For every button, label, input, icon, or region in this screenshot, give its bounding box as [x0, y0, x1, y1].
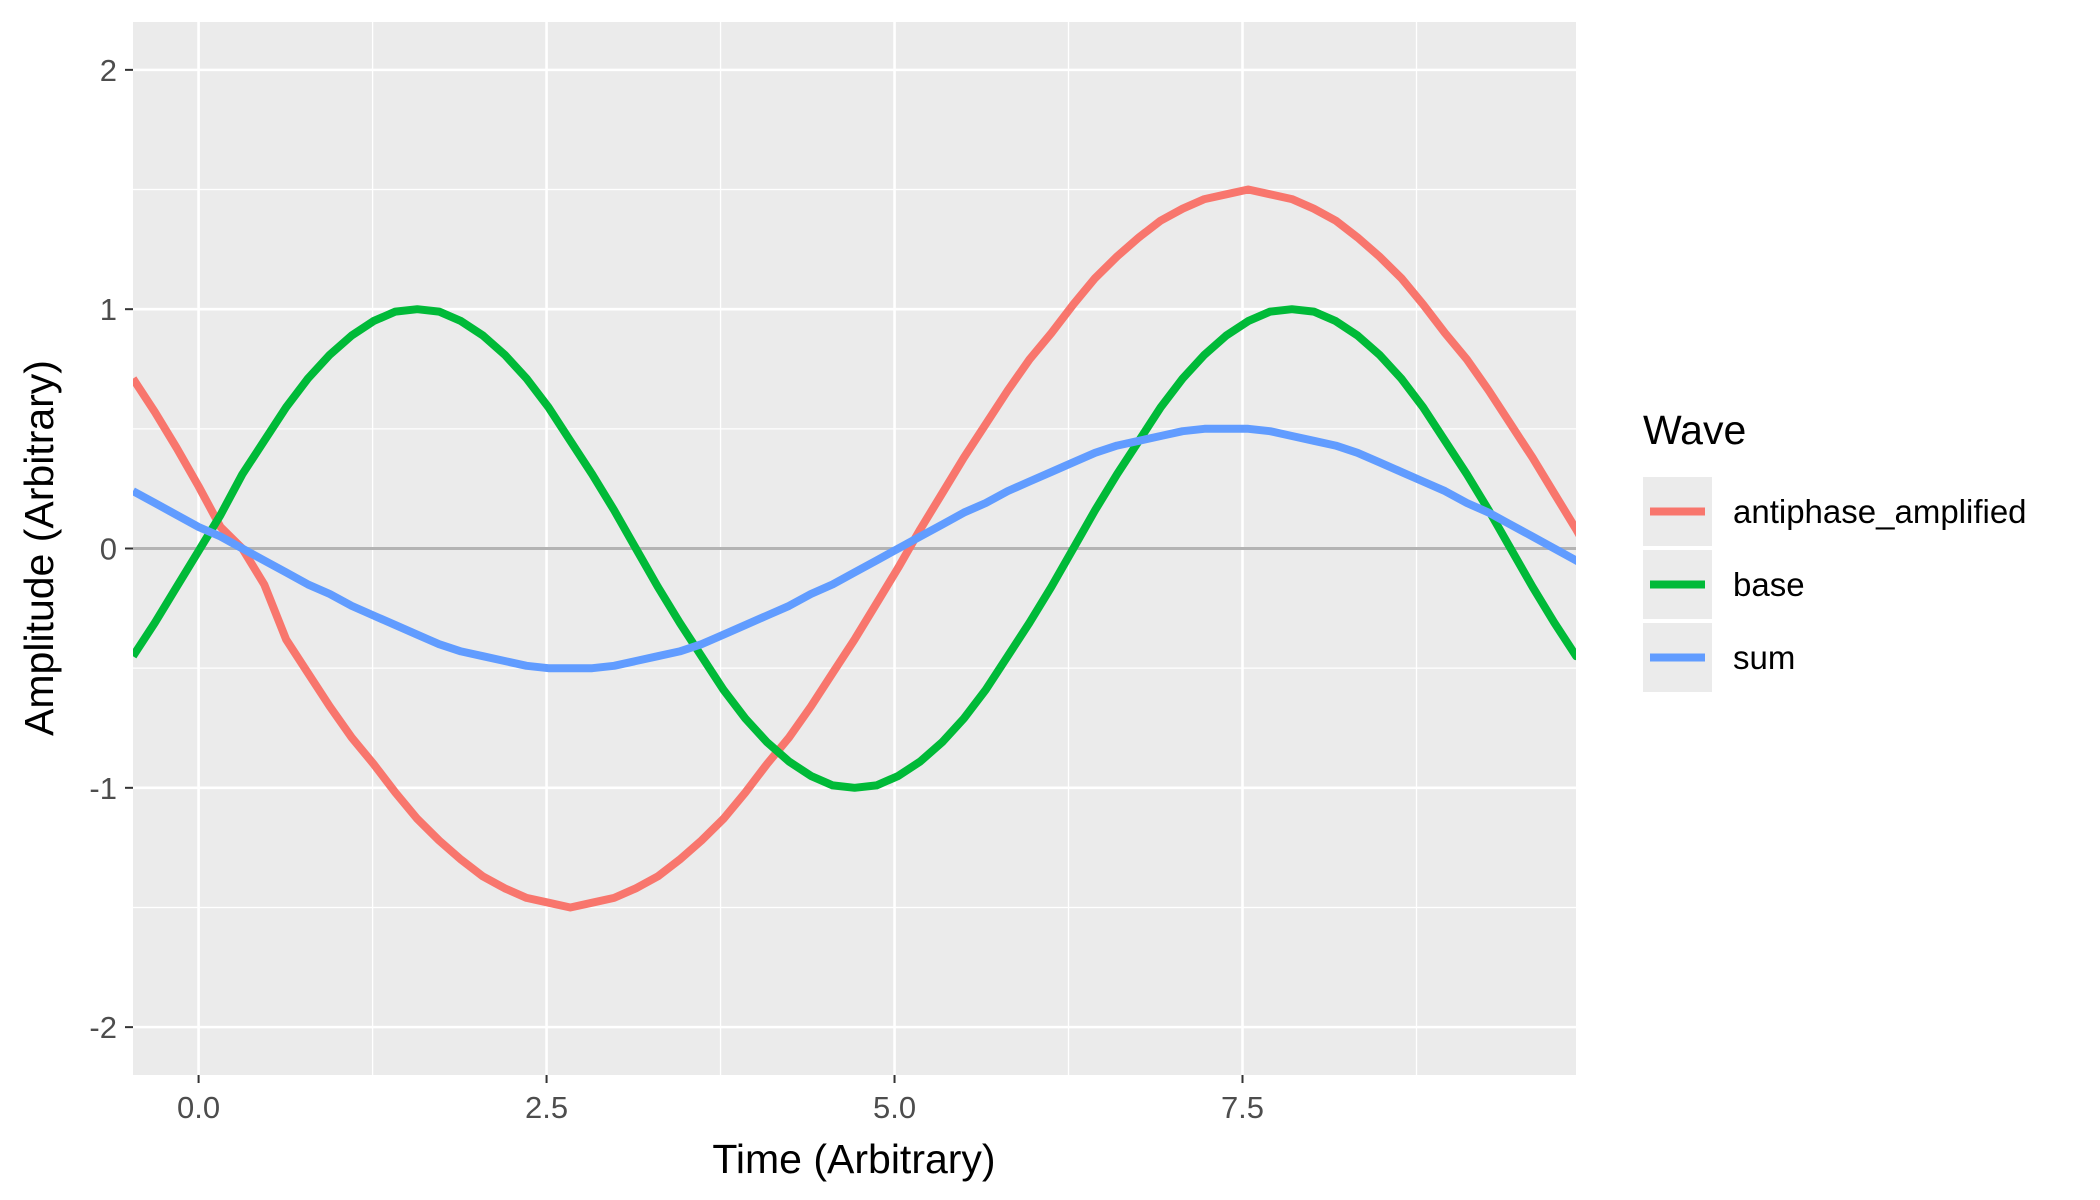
x-tick-label: 0.0 — [177, 1090, 220, 1125]
x-tick-label: 7.5 — [1221, 1090, 1264, 1125]
y-tick-label: 2 — [100, 53, 117, 88]
axis-ticks — [125, 68, 1244, 1083]
y-tick-label: -1 — [89, 771, 117, 806]
series-line-base — [133, 305, 1576, 792]
legend-label-sum: sum — [1733, 639, 1795, 676]
series-line-antiphase_amplified — [133, 185, 1576, 912]
y-axis-title: Amplitude (Arbitrary) — [16, 360, 62, 736]
x-tick-label: 2.5 — [525, 1090, 568, 1125]
y-tick-label: -2 — [89, 1010, 117, 1045]
legend-label-base: base — [1733, 566, 1805, 603]
y-tick-label: 1 — [100, 292, 117, 327]
x-tick-labels: 0.0 2.5 5.0 7.5 — [177, 1090, 1264, 1125]
y-tick-label: 0 — [100, 532, 117, 567]
x-tick-label: 5.0 — [873, 1090, 916, 1125]
legend-label-antiphase_amplified: antiphase_amplified — [1733, 493, 2027, 530]
y-tick-labels: 2 1 0 -1 -2 — [89, 53, 117, 1045]
legend-title: Wave — [1643, 407, 1746, 453]
series-line-sum — [133, 424, 1576, 673]
series-lines — [133, 185, 1576, 912]
x-axis-title: Time (Arbitrary) — [712, 1136, 995, 1182]
